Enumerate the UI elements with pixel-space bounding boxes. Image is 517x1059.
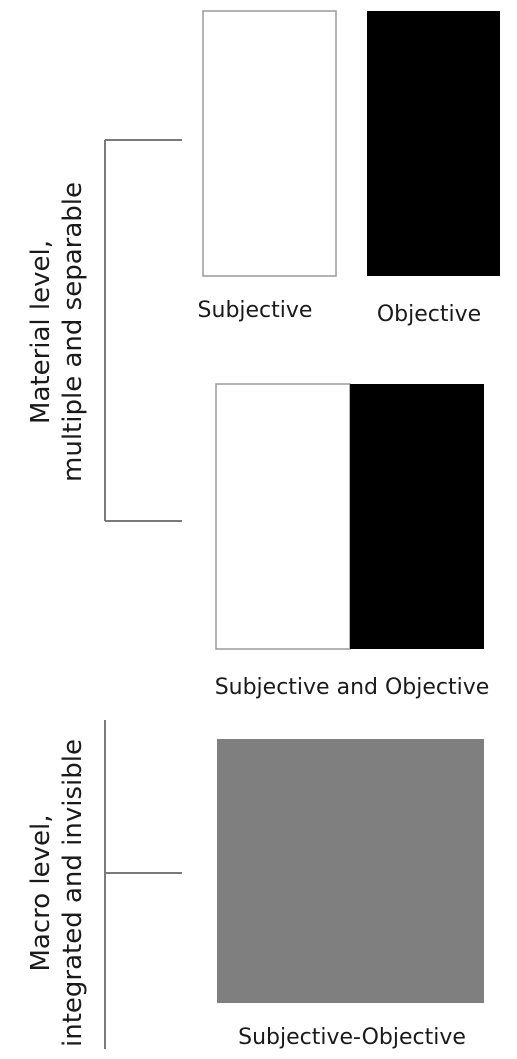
macro-level-label: Macro level, integrated and invisible	[26, 739, 88, 1047]
objective-caption: Objective	[377, 302, 481, 327]
combined-box	[215, 383, 484, 650]
combined-subjective-half	[215, 383, 351, 650]
macro-level-label-line1: Macro level,	[26, 814, 56, 971]
combined-objective-half	[350, 384, 484, 649]
macro-level-bracket	[104, 720, 182, 1049]
material-level-label: Material level, multiple and separable	[26, 182, 88, 482]
subjective-caption: Subjective	[198, 298, 313, 323]
subjective-objective-box	[217, 739, 484, 1003]
objective-box	[367, 11, 500, 276]
subjective-and-objective-caption: Subjective and Objective	[215, 675, 490, 700]
material-level-label-line2: multiple and separable	[58, 182, 88, 482]
subjective-box	[202, 10, 337, 277]
material-level-bracket	[104, 139, 182, 522]
subjective-objective-caption: Subjective-Objective	[238, 1025, 466, 1050]
macro-level-label-line2: integrated and invisible	[58, 739, 88, 1047]
material-level-label-line1: Material level,	[26, 240, 56, 424]
